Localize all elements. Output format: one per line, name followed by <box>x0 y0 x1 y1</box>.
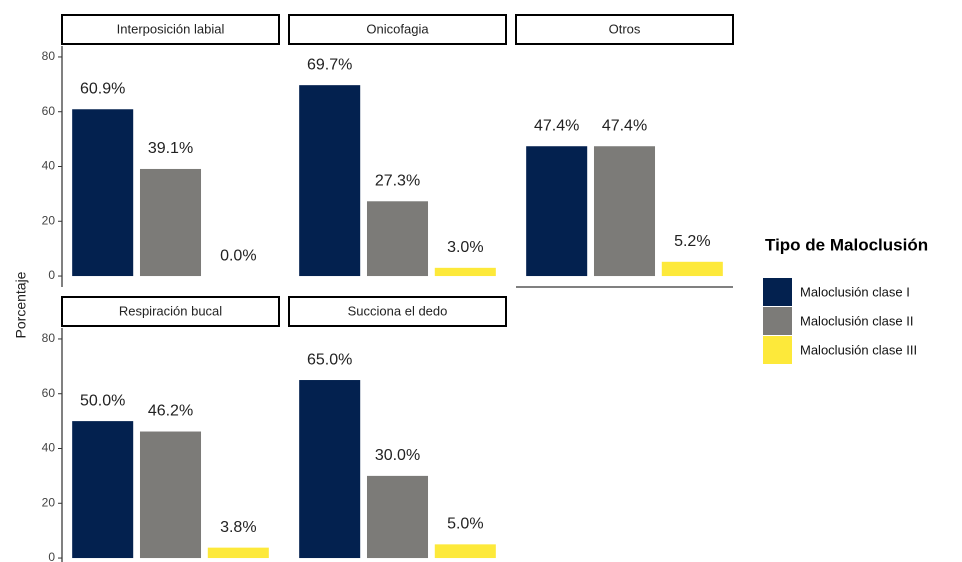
facet-title: Succiona el dedo <box>348 303 448 318</box>
value-label: 27.3% <box>375 172 420 189</box>
y-tick-label: 20 <box>42 495 56 509</box>
y-tick-label: 60 <box>42 386 56 400</box>
facet-title: Respiración bucal <box>119 303 222 318</box>
bar <box>366 201 429 277</box>
y-tick-label: 80 <box>42 49 56 63</box>
bar <box>593 146 656 277</box>
bar <box>299 85 361 277</box>
strip <box>288 14 507 45</box>
value-label: 69.7% <box>307 56 352 73</box>
value-label: 5.2% <box>674 233 710 250</box>
value-label: 3.8% <box>220 519 256 536</box>
bar <box>434 267 496 277</box>
value-label: 30.0% <box>375 447 420 464</box>
y-tick-label: 60 <box>42 104 56 118</box>
bar <box>661 261 723 277</box>
bar <box>72 421 134 559</box>
legend-label: Maloclusión clase III <box>800 342 917 357</box>
strip <box>288 296 507 327</box>
bar <box>434 544 496 559</box>
y-tick-label: 20 <box>42 213 56 227</box>
bar <box>299 380 361 559</box>
value-label: 39.1% <box>148 140 193 157</box>
value-label: 47.4% <box>534 117 579 134</box>
legend-key <box>763 307 792 335</box>
legend-label: Maloclusión clase I <box>800 284 910 299</box>
strip <box>61 296 280 327</box>
value-label: 3.0% <box>447 239 483 256</box>
legend-key <box>763 278 792 306</box>
bar <box>366 475 429 559</box>
legend-title: Tipo de Maloclusión <box>765 235 928 254</box>
value-label: 5.0% <box>447 516 483 533</box>
facet-title: Onicofagia <box>366 21 429 36</box>
bar <box>139 168 202 277</box>
strip <box>61 14 280 45</box>
bar <box>207 547 269 559</box>
bar <box>72 109 134 277</box>
y-axis-label: Porcentaje <box>13 271 29 338</box>
value-label: 50.0% <box>80 392 125 409</box>
y-tick-label: 0 <box>48 268 55 282</box>
value-label: 60.9% <box>80 80 125 97</box>
y-tick-label: 80 <box>42 331 56 345</box>
value-label: 46.2% <box>148 403 193 420</box>
value-label: 47.4% <box>602 117 647 134</box>
bar <box>139 431 202 559</box>
y-tick-label: 40 <box>42 159 56 173</box>
legend-key <box>763 336 792 364</box>
value-label: 65.0% <box>307 351 352 368</box>
bar <box>526 146 588 277</box>
y-tick-label: 0 <box>48 550 55 562</box>
facet-title: Otros <box>609 21 641 36</box>
value-label: 0.0% <box>220 247 256 264</box>
facet-title: Interposición labial <box>117 21 225 36</box>
legend-label: Maloclusión clase II <box>800 313 913 328</box>
y-tick-label: 40 <box>42 441 56 455</box>
strip <box>515 14 734 45</box>
